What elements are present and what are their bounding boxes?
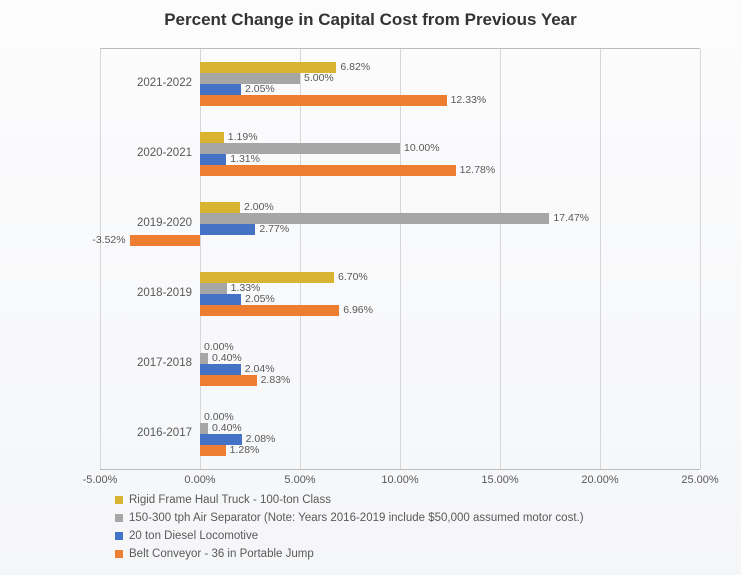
chart-title: Percent Change in Capital Cost from Prev… <box>0 10 741 30</box>
y-category-label: 2019-2020 <box>137 217 192 229</box>
bar <box>200 294 241 305</box>
x-tick-label: 0.00% <box>184 474 215 486</box>
legend-label: Belt Conveyor - 36 in Portable Jump <box>129 548 314 560</box>
bar <box>200 353 208 364</box>
bar <box>200 305 339 316</box>
bar-value-label: 6.70% <box>338 271 368 283</box>
bar <box>200 224 255 235</box>
bar <box>200 84 241 95</box>
y-category-label: 2018-2019 <box>137 287 192 299</box>
bar <box>200 283 227 294</box>
x-tick-label: 20.00% <box>581 474 618 486</box>
bar <box>200 423 208 434</box>
legend-item: Rigid Frame Haul Truck - 100-ton Class <box>115 494 584 506</box>
legend-swatch <box>115 550 123 558</box>
gridline <box>300 49 301 469</box>
bar <box>200 375 257 386</box>
gridline <box>200 49 201 469</box>
bar-value-label: 1.31% <box>230 153 260 165</box>
y-category-label: 2021-2022 <box>137 77 192 89</box>
bar-value-label: 2.83% <box>261 374 291 386</box>
gridline <box>700 49 701 469</box>
bar-value-label: 12.33% <box>451 94 487 106</box>
y-category-label: 2017-2018 <box>137 357 192 369</box>
bar-value-label: 2.77% <box>259 223 289 235</box>
bar <box>200 132 224 143</box>
bar-value-label: 1.28% <box>230 444 260 456</box>
legend-item: Belt Conveyor - 36 in Portable Jump <box>115 548 584 560</box>
gridline <box>400 49 401 469</box>
x-tick-label: 10.00% <box>381 474 418 486</box>
bar-value-label: 12.78% <box>460 164 496 176</box>
x-tick-label: -5.00% <box>83 474 118 486</box>
bar <box>200 272 334 283</box>
bar-value-label: 0.40% <box>212 422 242 434</box>
plot-area <box>100 48 700 470</box>
legend-label: 150-300 tph Air Separator (Note: Years 2… <box>129 512 584 524</box>
legend-label: Rigid Frame Haul Truck - 100-ton Class <box>129 494 331 506</box>
capital-cost-chart: Percent Change in Capital Cost from Prev… <box>0 0 741 575</box>
y-category-label: 2020-2021 <box>137 147 192 159</box>
bar <box>200 445 226 456</box>
gridline <box>100 49 101 469</box>
bar-value-label: 0.40% <box>212 352 242 364</box>
bar <box>130 235 200 246</box>
bar <box>200 213 549 224</box>
legend-label: 20 ton Diesel Locomotive <box>129 530 258 542</box>
bar-value-label: 2.00% <box>244 201 274 213</box>
bar-value-label: 5.00% <box>304 72 334 84</box>
legend-swatch <box>115 496 123 504</box>
bar <box>200 154 226 165</box>
legend-item: 150-300 tph Air Separator (Note: Years 2… <box>115 512 584 524</box>
bar-value-label: 6.82% <box>340 61 370 73</box>
gridline <box>600 49 601 469</box>
y-category-label: 2016-2017 <box>137 427 192 439</box>
bar-value-label: 2.05% <box>245 83 275 95</box>
bar <box>200 202 240 213</box>
bar <box>200 364 241 375</box>
bar <box>200 95 447 106</box>
bar-value-label: 6.96% <box>343 304 373 316</box>
bar-value-label: 1.19% <box>228 131 258 143</box>
x-tick-label: 5.00% <box>284 474 315 486</box>
legend: Rigid Frame Haul Truck - 100-ton Class 15… <box>115 494 584 566</box>
legend-swatch <box>115 532 123 540</box>
legend-item: 20 ton Diesel Locomotive <box>115 530 584 542</box>
bar-value-label: 17.47% <box>553 212 589 224</box>
bar <box>200 165 456 176</box>
x-tick-label: 15.00% <box>481 474 518 486</box>
legend-swatch <box>115 514 123 522</box>
bar-value-label: 10.00% <box>404 142 440 154</box>
bar-value-label: 2.05% <box>245 293 275 305</box>
gridline <box>500 49 501 469</box>
bar-value-label: -3.52% <box>92 234 125 246</box>
x-tick-label: 25.00% <box>681 474 718 486</box>
